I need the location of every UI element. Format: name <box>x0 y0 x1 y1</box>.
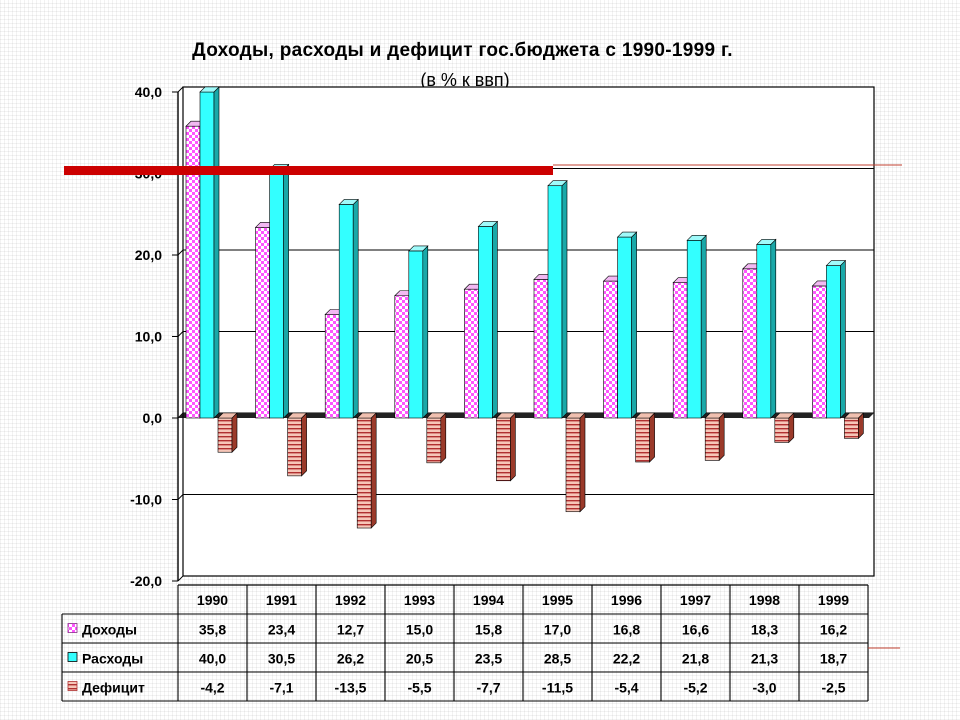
y-tick-label: -20,0 <box>130 573 162 589</box>
x-tick-label: 1998 <box>749 592 780 608</box>
data-label: 26,2 <box>337 651 364 667</box>
data-label: 16,6 <box>682 622 709 638</box>
x-tick-label: 1999 <box>818 592 849 608</box>
data-label: -5,5 <box>407 680 431 696</box>
data-label: -3,0 <box>752 680 776 696</box>
data-label: -11,5 <box>542 680 573 696</box>
legend-label: Расходы <box>82 651 143 667</box>
data-label: 15,0 <box>406 622 433 638</box>
y-tick-label: 40,0 <box>135 84 162 100</box>
x-tick-label: 1992 <box>335 592 366 608</box>
data-label: 23,4 <box>268 622 295 638</box>
legend-swatch <box>67 652 78 662</box>
data-label: -5,4 <box>614 680 638 696</box>
data-label: 21,8 <box>682 651 709 667</box>
data-label: -5,2 <box>683 680 707 696</box>
bar-expense <box>547 180 568 419</box>
data-label: 18,3 <box>751 622 778 638</box>
bar-expense <box>756 238 777 419</box>
data-label: 21,3 <box>751 651 778 667</box>
bar-expense <box>616 231 638 419</box>
x-tick-label: 1994 <box>473 592 504 608</box>
y-tick-label: 10,0 <box>135 329 162 345</box>
x-tick-label: 1990 <box>197 592 228 608</box>
data-label: -2,5 <box>821 680 845 696</box>
data-label: 35,8 <box>199 622 226 638</box>
chart-subtitle: (в % к ввп) <box>420 70 510 90</box>
y-tick-label: 20,0 <box>135 247 162 263</box>
data-label: 28,5 <box>544 651 571 667</box>
legend-swatch <box>67 623 78 633</box>
bar-deficit <box>286 412 308 477</box>
bar-expense <box>268 163 290 419</box>
x-tick-label: 1997 <box>680 592 711 608</box>
bar-deficit <box>704 412 725 462</box>
data-label: 18,7 <box>820 651 847 667</box>
bar-expense <box>199 86 220 419</box>
data-label: 15,8 <box>475 622 502 638</box>
data-label: 30,5 <box>268 651 295 667</box>
data-label: 12,7 <box>337 622 364 638</box>
bar-expense <box>408 245 429 419</box>
bar-deficit <box>426 412 447 464</box>
gridline <box>177 575 874 582</box>
x-tick-label: 1993 <box>404 592 435 608</box>
legend-label: Дефицит <box>82 680 145 696</box>
data-label: 23,5 <box>475 651 502 667</box>
bar-deficit <box>356 412 377 529</box>
red-highlight-band <box>64 166 553 175</box>
x-tick-label: 1996 <box>611 592 642 608</box>
data-label: 40,0 <box>199 651 226 667</box>
data-label: -7,7 <box>476 680 500 696</box>
data-label: 16,8 <box>613 622 640 638</box>
x-tick-label: 1995 <box>542 592 573 608</box>
x-tick-label: 1991 <box>266 592 297 608</box>
bar-deficit <box>774 412 795 444</box>
legend-swatch <box>67 681 78 691</box>
bar-deficit <box>634 412 656 463</box>
data-label: 17,0 <box>544 622 571 638</box>
bar-deficit <box>217 412 238 453</box>
legend-label: Доходы <box>82 622 137 638</box>
data-label: -13,5 <box>335 680 367 696</box>
data-label: 22,2 <box>613 651 640 667</box>
bar-expense <box>477 220 499 419</box>
data-label: 20,5 <box>406 651 433 667</box>
data-label: -4,2 <box>200 680 224 696</box>
bar-deficit <box>843 412 865 440</box>
y-tick-label: 0,0 <box>143 410 163 426</box>
data-label: -7,1 <box>269 680 293 696</box>
bar-deficit <box>565 412 586 513</box>
bar-deficit <box>495 412 517 482</box>
y-tick-label: -10,0 <box>130 492 162 508</box>
bar-expense <box>686 234 707 419</box>
bar-expense <box>338 198 359 419</box>
chart-title: Доходы, расходы и дефицит гос.бюджета с … <box>192 40 733 61</box>
data-label: 16,2 <box>820 622 847 638</box>
bar-expense <box>825 259 847 419</box>
